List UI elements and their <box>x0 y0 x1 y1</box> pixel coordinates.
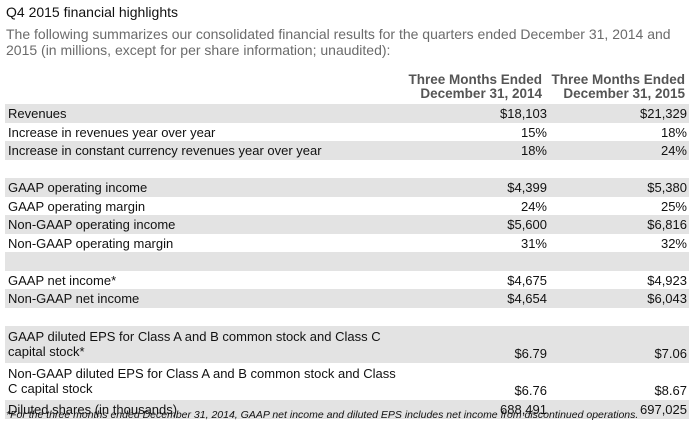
table-row: GAAP operating margin 24% 25% <box>5 197 689 216</box>
value-2015: $21,329 <box>640 106 687 121</box>
intro-text: The following summarizes our consolidate… <box>6 26 671 58</box>
value-2014: 688,491 <box>500 402 547 417</box>
financial-table: Revenues $18,103 $21,329 Increase in rev… <box>5 104 689 419</box>
value-2014: 31% <box>520 235 547 251</box>
table-row: Revenues $18,103 $21,329 <box>5 104 689 123</box>
value-2014: $4,675 <box>507 272 547 288</box>
value-2014: $6.76 <box>514 383 547 398</box>
value-2015: $7.06 <box>654 346 687 361</box>
row-label: Non-GAAP diluted EPS for Class A and B c… <box>8 366 396 396</box>
value-2014: $4,399 <box>507 180 547 195</box>
table-row: Non-GAAP net income $4,654 $6,043 <box>5 289 689 308</box>
value-2014: 24% <box>520 198 547 214</box>
value-2014: $18,103 <box>500 106 547 121</box>
value-2015: $4,923 <box>647 272 687 288</box>
table-spacer-row <box>5 160 689 179</box>
table-row: Non-GAAP operating margin 31% 32% <box>5 234 689 253</box>
value-2015: $8.67 <box>654 383 687 398</box>
row-label: Revenues <box>8 106 67 121</box>
row-label: Non-GAAP net income <box>8 291 140 306</box>
value-2015: 24% <box>660 143 687 158</box>
row-label: Increase in constant currency revenues y… <box>8 143 322 158</box>
table-row: Non-GAAP diluted EPS for Class A and B c… <box>5 363 689 400</box>
table-row: Diluted shares (in thousands) 688,491 69… <box>5 400 689 419</box>
column-header-line2: December 31, 2014 <box>420 86 542 101</box>
value-2015: $6,043 <box>647 291 687 306</box>
table-row: GAAP operating income $4,399 $5,380 <box>5 178 689 197</box>
column-header-2014: Three Months Ended December 31, 2014 <box>408 73 542 101</box>
value-2014: $5,600 <box>507 217 547 232</box>
table-row: Increase in revenues year over year 15% … <box>5 123 689 142</box>
table-row: GAAP diluted EPS for Class A and B commo… <box>5 326 689 363</box>
column-header-line2: December 31, 2015 <box>563 86 685 101</box>
column-headers: Three Months Ended December 31, 2014 Thr… <box>0 73 697 103</box>
value-2014: $4,654 <box>507 291 547 306</box>
value-2015: 32% <box>660 235 687 251</box>
row-label: Diluted shares (in thousands) <box>8 402 178 417</box>
page-title: Q4 2015 financial highlights <box>6 4 179 20</box>
value-2015: 697,025 <box>640 402 687 417</box>
row-label: Non-GAAP operating margin <box>8 235 174 251</box>
row-label: GAAP operating income <box>8 180 148 195</box>
value-2015: $6,816 <box>647 217 687 232</box>
table-spacer-row <box>5 252 689 271</box>
table-row: Non-GAAP operating income $5,600 $6,816 <box>5 215 689 234</box>
row-label: Non-GAAP operating income <box>8 217 176 232</box>
column-header-line1: Three Months Ended <box>551 72 685 87</box>
value-2014: 15% <box>520 124 547 140</box>
column-header-line1: Three Months Ended <box>408 72 542 87</box>
row-label: GAAP diluted EPS for Class A and B commo… <box>8 329 381 359</box>
value-2015: 25% <box>660 198 687 214</box>
table-row: Increase in constant currency revenues y… <box>5 141 689 160</box>
value-2015: $5,380 <box>647 180 687 195</box>
table-row: GAAP net income* $4,675 $4,923 <box>5 271 689 290</box>
value-2014: 18% <box>520 143 547 158</box>
column-header-2015: Three Months Ended December 31, 2015 <box>551 73 685 101</box>
row-label: Increase in revenues year over year <box>8 124 216 140</box>
footnote: *For the three months ended December 31,… <box>6 409 639 421</box>
value-2014: $6.79 <box>514 346 547 361</box>
row-label: GAAP net income* <box>8 272 117 288</box>
value-2015: 18% <box>660 124 687 140</box>
row-label: GAAP operating margin <box>8 198 146 214</box>
table-spacer-row <box>5 308 689 327</box>
